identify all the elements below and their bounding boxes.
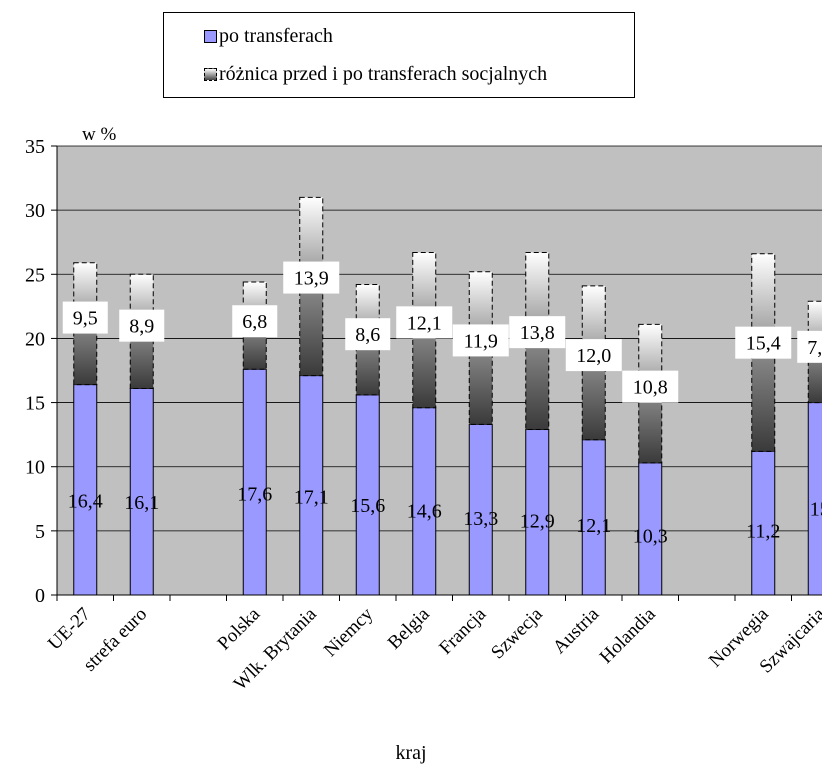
y-tick-label: 10 xyxy=(25,457,45,479)
data-label-box xyxy=(452,324,509,357)
data-label-box xyxy=(565,339,622,372)
data-label-roznica: 15,4 xyxy=(746,333,781,355)
x-axis-title: kraj xyxy=(395,742,427,764)
plot-area xyxy=(57,146,822,595)
data-label-box xyxy=(119,309,165,342)
legend-swatch-solid xyxy=(204,30,217,43)
y-tick-label: 25 xyxy=(25,264,45,286)
data-label-box xyxy=(735,326,792,359)
data-label-box xyxy=(283,261,340,294)
x-category-label: Francja xyxy=(435,603,491,659)
data-label-box xyxy=(509,316,566,349)
y-axis-unit-label: w % xyxy=(82,124,117,145)
data-label-box xyxy=(622,370,679,403)
data-label-po-transferach: 17,6 xyxy=(237,483,272,505)
legend-item-roznica: różnica przed i po transferach socjalnyc… xyxy=(204,63,547,86)
data-label-roznica: 12,0 xyxy=(576,345,611,367)
data-label-roznica: 7,9 xyxy=(807,337,822,359)
data-label-po-transferach: 14,6 xyxy=(407,501,442,523)
data-label-po-transferach: 12,1 xyxy=(576,515,611,537)
data-label-box xyxy=(797,330,822,363)
data-label-box xyxy=(345,318,391,351)
data-label-po-transferach: 16,1 xyxy=(124,492,159,514)
data-label-roznica: 8,9 xyxy=(129,316,154,338)
data-label-roznica: 10,8 xyxy=(633,377,668,399)
data-label-po-transferach: 10,3 xyxy=(633,526,668,548)
data-label-roznica: 9,5 xyxy=(73,308,98,330)
x-category-label: Szwecja xyxy=(487,603,547,663)
y-tick-label: 5 xyxy=(35,521,45,543)
data-label-roznica: 13,8 xyxy=(520,322,555,344)
y-tick-label: 15 xyxy=(25,393,45,415)
data-label-box xyxy=(62,301,108,334)
y-tick-label: 30 xyxy=(25,200,45,222)
x-category-label: Niemcy xyxy=(320,603,378,661)
data-label-roznica: 6,8 xyxy=(242,311,267,333)
data-label-po-transferach: 12,9 xyxy=(520,511,555,533)
legend: po transferach różnica przed i po transf… xyxy=(163,12,635,98)
x-category-label: Holandia xyxy=(596,603,660,667)
data-label-po-transferach: 16,4 xyxy=(68,490,103,512)
legend-label-1: po transferach xyxy=(219,25,333,47)
bar-po-transferach xyxy=(242,368,267,596)
data-label-roznica: 13,9 xyxy=(294,268,329,290)
data-label-po-transferach: 15 xyxy=(810,498,822,520)
legend-label-2: różnica przed i po transferach socjalnyc… xyxy=(219,63,548,85)
data-label-po-transferach: 17,1 xyxy=(294,486,329,508)
data-label-po-transferach: 15,6 xyxy=(350,495,385,517)
x-category-label: Austria xyxy=(549,603,604,658)
y-tick-label: 35 xyxy=(25,136,45,158)
y-tick-label: 20 xyxy=(25,328,45,350)
data-label-po-transferach: 13,3 xyxy=(463,508,498,530)
data-label-roznica: 8,6 xyxy=(355,324,380,346)
legend-swatch-gradient xyxy=(204,68,217,81)
x-category-label: Belgia xyxy=(384,603,434,653)
y-tick-label: 0 xyxy=(35,585,45,607)
data-label-box xyxy=(396,306,453,339)
x-category-label: Polska xyxy=(214,603,265,654)
data-label-po-transferach: 11,2 xyxy=(746,520,780,542)
data-label-roznica: 12,1 xyxy=(407,312,442,334)
legend-item-po-transferach: po transferach xyxy=(204,25,333,48)
x-category-label: UE-27 xyxy=(44,604,95,655)
data-label-box xyxy=(232,305,278,338)
data-label-roznica: 11,9 xyxy=(464,330,498,352)
